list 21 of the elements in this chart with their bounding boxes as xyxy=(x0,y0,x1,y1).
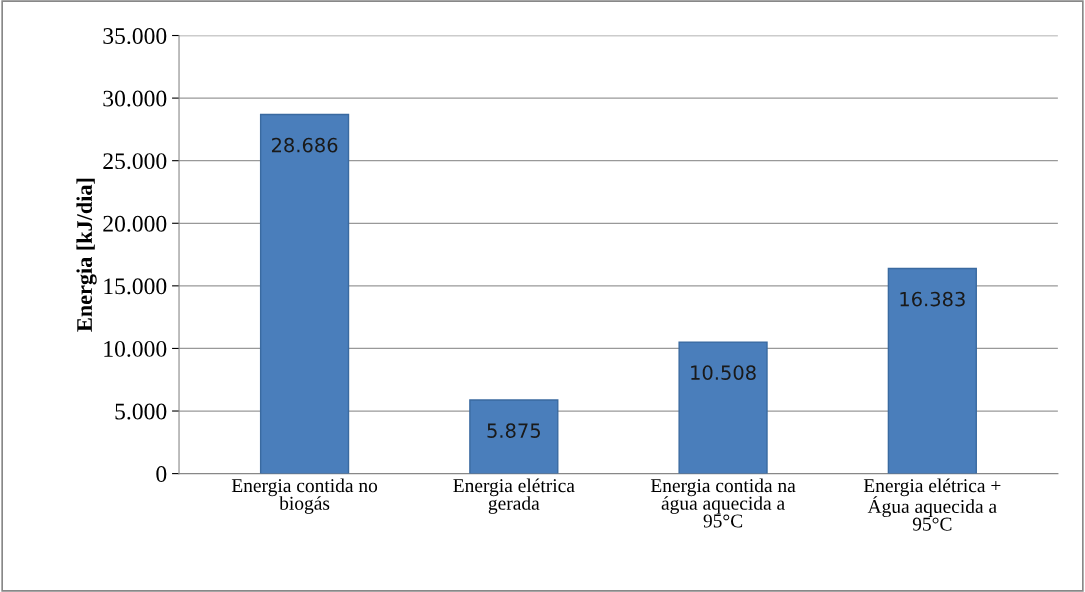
y-tick-label: 30.000 xyxy=(103,90,167,107)
x-tick-label: Energia elétrica gerada xyxy=(453,478,575,514)
y-tick-label: 10.000 xyxy=(104,340,167,357)
y-tick-label: 15.000 xyxy=(104,278,167,295)
bar xyxy=(678,341,768,474)
bar xyxy=(887,267,977,474)
y-tick-label: 0 xyxy=(156,466,167,483)
y-tick-label: 25.000 xyxy=(103,153,167,170)
y-tick-label: 5.000 xyxy=(115,403,167,420)
data-label: 10.508 xyxy=(691,365,756,380)
data-label: 5.875 xyxy=(487,423,540,438)
data-label: 28.686 xyxy=(271,137,338,153)
bar xyxy=(469,399,559,474)
x-tick-label: Energia elétrica + Água aquecida a 95°C xyxy=(863,478,1001,531)
y-tick-label: 35.000 xyxy=(103,28,167,45)
x-tick-label: Energia contida no biogás xyxy=(231,478,378,514)
y-axis-title: Energia [kJ/dia] xyxy=(76,178,97,332)
x-tick-label: Energia contida na água aquecida a 95°C xyxy=(650,478,796,528)
y-tick-label: 20.000 xyxy=(103,215,167,232)
data-label: 16.383 xyxy=(900,291,965,307)
bar xyxy=(259,113,350,474)
